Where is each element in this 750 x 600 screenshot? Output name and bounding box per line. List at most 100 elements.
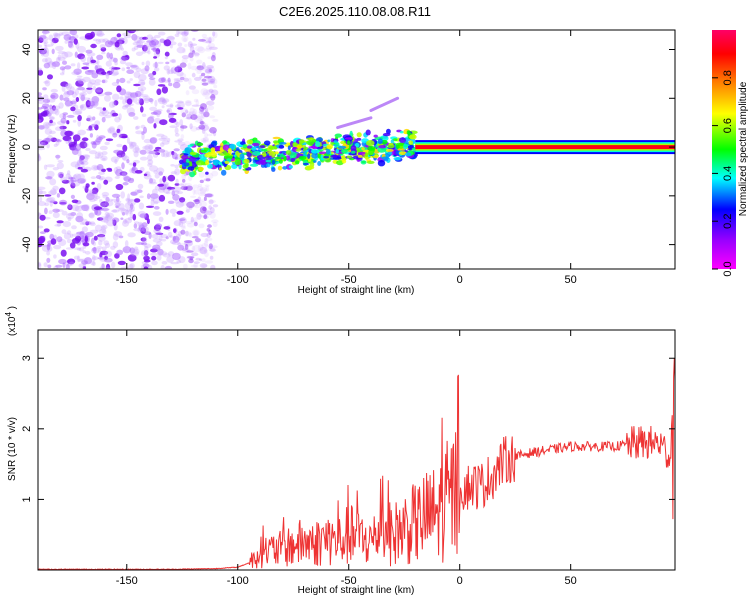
heatmap-noise-blob — [133, 83, 141, 87]
colorbar-ticks: 0.0 0.2 0.4 0.6 0.8 — [712, 70, 734, 277]
heatmap-ridge-blob — [231, 164, 238, 169]
heatmap-noise-blob — [199, 65, 203, 73]
heatmap-noise-blob — [144, 261, 148, 267]
heatmap-noise-blob — [176, 260, 182, 264]
colorbar-tick-label: 0.8 — [722, 70, 734, 85]
heatmap-noise-blob — [191, 114, 199, 119]
heatmap-noise-blob — [154, 173, 160, 179]
heatmap-noise-blob — [70, 63, 76, 67]
heatmap-noise-blob — [191, 252, 199, 257]
heatmap-noise-blob — [205, 89, 215, 94]
heatmap-ridge-blob — [242, 144, 247, 149]
heatmap-noise-blob — [168, 82, 173, 87]
heatmap-ridge-blob — [306, 137, 315, 140]
heatmap-noise-blob — [162, 150, 170, 158]
heatmap-noise-blob — [201, 258, 206, 263]
heatmap-ridge-blob — [222, 144, 230, 151]
heatmap-noise-blob — [194, 189, 200, 195]
heatmap-noise-blob — [192, 188, 196, 196]
heatmap-noise-blob — [127, 30, 136, 34]
heatmap-ridge-blob — [344, 137, 353, 140]
heatmap-noise-blob — [148, 150, 158, 155]
heatmap-noise-blob — [39, 196, 43, 202]
heatmap-noise-blob — [158, 137, 167, 141]
heatmap-noise-blob — [180, 229, 186, 235]
snr-y-axis-label: SNR (10 * v/v) — [7, 417, 18, 481]
heatmap-noise-blob — [94, 100, 98, 106]
heatmap-noise-blob — [99, 199, 103, 203]
heatmap-noise-blob — [203, 178, 211, 182]
heatmap-noise-blob — [62, 112, 68, 116]
heatmap-noise-blob — [173, 228, 177, 234]
heatmap-noise-blob — [81, 162, 85, 165]
heatmap-noise-blob — [142, 236, 148, 244]
heatmap-noise-blob — [85, 147, 91, 152]
snr-y-tick-label: 1 — [21, 496, 33, 502]
heatmap-noise-blob — [163, 226, 171, 230]
heatmap-noise-blob — [176, 65, 181, 70]
heatmap-ridge-blob — [361, 147, 365, 151]
heatmap-noise-blob — [164, 265, 172, 269]
heatmap-ridge-blob — [249, 163, 259, 167]
heatmap-ridge-blob — [271, 167, 276, 172]
heatmap-noise-blob — [196, 70, 202, 75]
heatmap-x-tick-label: -100 — [227, 274, 249, 286]
snr-panel: -150 -100 -50 0 50 1 2 3 Height of straight lin… — [4, 306, 676, 596]
snr-ticks: -150 -100 -50 0 50 1 2 3 — [21, 330, 675, 587]
heatmap-panel: -150 -100 -50 0 50 -40 -20 0 20 40 Height of stra… — [7, 29, 676, 296]
heatmap-noise-blob — [124, 91, 133, 99]
heatmap-noise-blob — [167, 69, 175, 75]
heatmap-noise-blob — [198, 39, 206, 42]
heatmap-noise-blob — [133, 223, 138, 229]
heatmap-noise-blob — [42, 30, 47, 37]
heatmap-noise-blob — [98, 240, 103, 246]
heatmap-noise-blob — [150, 252, 159, 256]
heatmap-noise-blob — [122, 182, 129, 186]
heatmap-noise-blob — [180, 134, 185, 140]
heatmap-noise-blob — [193, 98, 199, 103]
heatmap-noise-blob — [132, 147, 141, 154]
heatmap-ridge-blob — [196, 142, 204, 147]
heatmap-noise-blob — [54, 108, 60, 116]
heatmap-noise-blob — [173, 220, 182, 227]
heatmap-noise-blob — [204, 240, 209, 247]
heatmap-noise-blob — [166, 109, 170, 113]
heatmap-ridge-blob — [251, 142, 260, 147]
heatmap-noise-blob — [71, 233, 80, 237]
heatmap-noise-blob — [81, 204, 89, 211]
heatmap-noise-blob — [119, 56, 129, 61]
snr-frame — [37, 329, 676, 571]
heatmap-noise-blob — [96, 58, 100, 66]
heatmap-noise-blob — [93, 206, 103, 211]
heatmap-noise-blob — [198, 202, 202, 206]
heatmap-noise-blob — [122, 220, 129, 227]
heatmap-ridge-blob — [219, 167, 222, 171]
heatmap-noise-blob — [50, 238, 57, 245]
colorbar-gradient — [712, 30, 736, 269]
heatmap-noise-blob — [203, 210, 213, 216]
heatmap-noise-blob — [209, 255, 214, 260]
heatmap-noise-blob — [129, 141, 137, 148]
heatmap-noise-blob — [197, 46, 206, 54]
heatmap-ridge-blob — [368, 149, 374, 156]
heatmap-noise-blob — [65, 83, 73, 91]
heatmap-noise-blob — [108, 126, 115, 132]
heatmap-noise-blob — [180, 182, 187, 186]
heatmap-ridge-blob — [387, 151, 393, 155]
heatmap-noise-blob — [44, 44, 54, 47]
heatmap-noise-blob — [82, 266, 87, 269]
heatmap-noise-blob — [113, 149, 122, 154]
heatmap-ridge-blob — [333, 140, 338, 144]
heatmap-noise-blob — [103, 179, 109, 185]
heatmap-noise-blob — [97, 217, 104, 221]
heatmap-noise-blob — [84, 250, 91, 255]
heatmap-noise-blob — [77, 129, 86, 136]
heatmap-noise-blob — [90, 123, 97, 128]
heatmap-noise-blob — [174, 140, 183, 143]
heatmap-noise-blob — [139, 149, 147, 155]
heatmap-noise-blob — [203, 75, 212, 79]
heatmap-noise-blob — [89, 222, 96, 227]
heatmap-noise-blob — [130, 94, 135, 101]
snr-y-tick-label: 2 — [21, 426, 33, 432]
heatmap-noise-blob — [92, 256, 99, 261]
